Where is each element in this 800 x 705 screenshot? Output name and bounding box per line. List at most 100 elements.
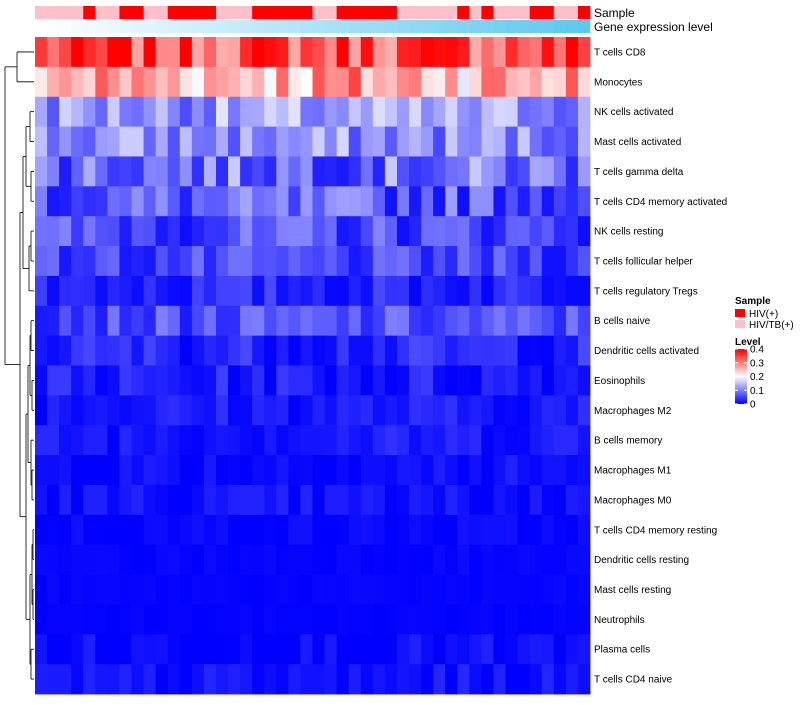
heatmap-cell — [107, 186, 120, 217]
heatmap-cell — [445, 365, 458, 396]
heatmap-cell — [119, 156, 132, 187]
sample-annotation-cell — [143, 6, 157, 19]
expression-annotation-cell — [565, 20, 579, 33]
heatmap-cell — [409, 395, 422, 426]
heatmap-cell — [35, 66, 48, 98]
heatmap-cell — [191, 66, 205, 98]
heatmap-cell — [336, 395, 350, 426]
heatmap-cell — [529, 484, 543, 516]
heatmap-cell — [517, 365, 531, 396]
row-label: NK cells resting — [594, 227, 663, 238]
heatmap-cell — [457, 425, 470, 456]
heatmap-cell — [107, 335, 120, 366]
heatmap-cell — [336, 634, 350, 665]
heatmap-cell — [264, 156, 277, 187]
heatmap-cell — [215, 186, 229, 217]
heatmap-cell — [481, 514, 494, 546]
heatmap-cell — [59, 604, 72, 635]
heatmap-cell — [143, 455, 157, 486]
heatmap-cell — [433, 664, 446, 695]
heatmap-cell — [360, 604, 374, 635]
expression-annotation-cell — [288, 20, 301, 33]
heatmap-cell — [47, 484, 60, 516]
heatmap-cell — [264, 574, 277, 605]
heatmap-cell — [396, 216, 410, 247]
heatmap-cell — [167, 216, 181, 247]
heatmap-cell — [348, 634, 362, 665]
heatmap-cell — [155, 484, 169, 516]
heatmap-cell — [372, 365, 386, 396]
heatmap-cell — [203, 604, 217, 635]
heatmap-cell — [541, 365, 555, 396]
sample-annotation-cell — [59, 6, 72, 19]
heatmap-cell — [71, 37, 84, 68]
heatmap-cell — [300, 365, 313, 396]
legend-tick-label: 0.3 — [750, 358, 764, 369]
heatmap-cell — [228, 66, 241, 98]
heatmap-cell — [167, 335, 181, 366]
heatmap-cell — [240, 484, 253, 516]
sample-annotation-cell — [119, 6, 132, 19]
sample-annotation-cell — [457, 6, 470, 19]
heatmap-cell — [421, 216, 434, 247]
heatmap-cell — [481, 484, 494, 516]
heatmap-cell — [553, 275, 567, 307]
heatmap-cell — [457, 66, 470, 98]
heatmap-cell — [215, 365, 229, 396]
heatmap-cell — [577, 305, 591, 337]
heatmap-cell — [312, 156, 325, 187]
heatmap-cell — [348, 156, 362, 187]
heatmap-cell — [167, 455, 181, 486]
heatmap-cell — [493, 455, 506, 486]
heatmap-cell — [517, 335, 531, 366]
heatmap-cell — [433, 126, 446, 157]
heatmap-cell — [505, 514, 519, 546]
heatmap-cell — [360, 186, 374, 217]
heatmap-cell — [179, 156, 193, 187]
heatmap-cell — [119, 484, 132, 516]
heatmap-cell — [469, 246, 482, 277]
heatmap-cell — [505, 66, 519, 98]
sample-annotation-cell — [71, 6, 84, 19]
heatmap-cell — [421, 96, 434, 127]
heatmap-cell — [131, 335, 144, 366]
heatmap-cell — [421, 66, 434, 98]
heatmap-cell — [312, 335, 325, 366]
heatmap-cell — [396, 425, 410, 456]
heatmap-cell — [264, 544, 277, 575]
heatmap-cell — [457, 126, 470, 157]
heatmap-cell — [300, 425, 313, 456]
heatmap-cell — [131, 66, 144, 98]
heatmap-cell — [288, 514, 301, 546]
heatmap-cell — [396, 156, 410, 187]
heatmap-cell — [457, 574, 470, 605]
heatmap-cell — [276, 335, 289, 366]
heatmap-cell — [312, 66, 325, 98]
heatmap-cell — [541, 156, 555, 187]
heatmap-cell — [565, 484, 579, 516]
heatmap-cell — [215, 634, 229, 665]
heatmap-cell — [240, 96, 253, 127]
heatmap-cell — [517, 126, 531, 157]
heatmap-cell — [445, 96, 458, 127]
heatmap-cell — [348, 664, 362, 695]
heatmap-cell — [421, 335, 434, 366]
heatmap-cell — [95, 574, 108, 605]
heatmap-cell — [541, 574, 555, 605]
heatmap-cell — [360, 544, 374, 575]
heatmap-cell — [324, 395, 338, 426]
heatmap-cell — [445, 156, 458, 187]
heatmap-cell — [95, 425, 108, 456]
heatmap-cell — [35, 186, 48, 217]
heatmap-cell — [577, 484, 591, 516]
heatmap-cell — [300, 604, 313, 635]
heatmap-cell — [47, 514, 60, 546]
heatmap-cell — [107, 156, 120, 187]
heatmap-cell — [240, 66, 253, 98]
heatmap-cell — [215, 514, 229, 546]
heatmap-cell — [493, 156, 506, 187]
heatmap-cell — [360, 246, 374, 277]
heatmap-cell — [131, 574, 144, 605]
heatmap-cell — [107, 425, 120, 456]
